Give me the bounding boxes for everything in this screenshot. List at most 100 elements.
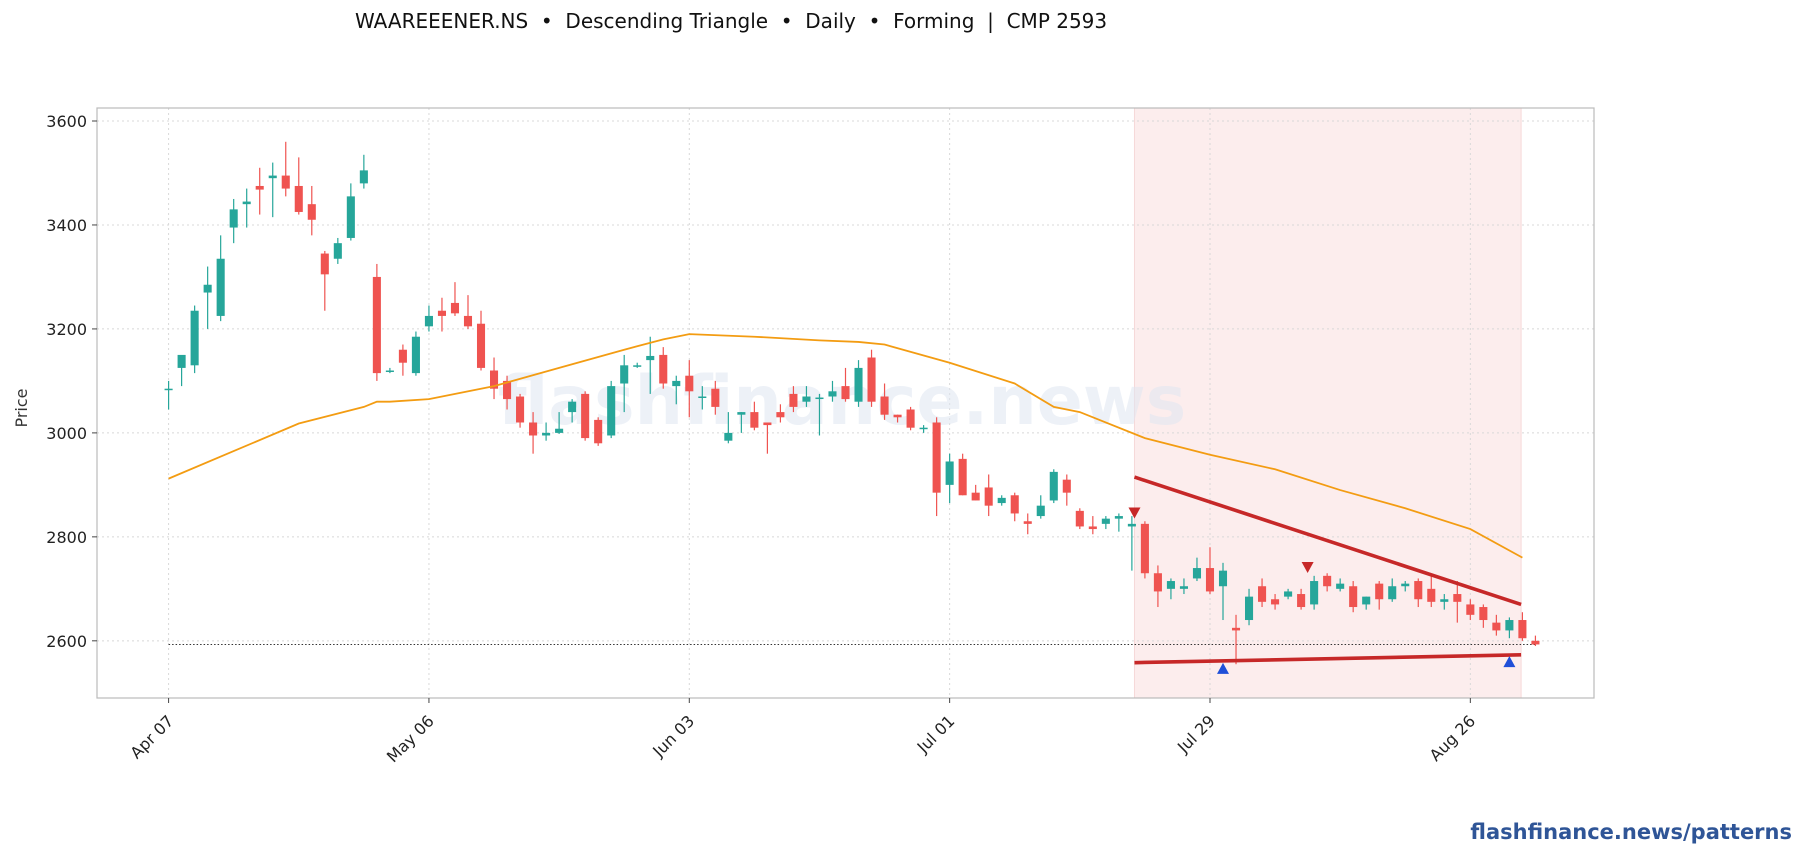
candle-body	[216, 258, 225, 316]
candle-body	[1401, 583, 1410, 587]
candle-body	[880, 396, 889, 415]
x-tick-label: Apr 07	[126, 711, 177, 762]
candle-body	[164, 388, 173, 391]
trendlines-layer	[1133, 475, 1522, 665]
candle-body	[1140, 523, 1149, 574]
footer-link[interactable]: flashfinance.news/patterns	[1470, 820, 1792, 844]
candle-body	[685, 375, 694, 392]
candles-layer	[164, 141, 1540, 665]
pattern-zone-layer	[1133, 107, 1522, 699]
chart-title: WAAREEENER.NS • Descending Triangle • Da…	[355, 9, 1108, 33]
candle-body	[333, 243, 342, 259]
candle-body	[411, 336, 420, 374]
candle-body	[1153, 573, 1162, 592]
candle-body	[919, 427, 928, 430]
candle-body	[1414, 581, 1423, 600]
candle-body	[1088, 526, 1097, 530]
candle-body	[854, 367, 863, 402]
candle-body	[503, 380, 512, 400]
candle-body	[307, 204, 316, 220]
candle-body	[398, 349, 407, 363]
moving-average-line	[168, 333, 1523, 559]
candle-body	[1388, 586, 1397, 600]
candle-body	[177, 354, 186, 368]
candle-body	[463, 315, 473, 327]
candle-body	[1375, 583, 1384, 600]
trough-marker	[1217, 662, 1230, 674]
candle-body	[568, 401, 577, 413]
markers-layer	[1128, 507, 1516, 674]
candle-body	[867, 357, 876, 402]
candle-body	[945, 461, 954, 485]
candle-body	[1362, 596, 1371, 605]
candle-body	[268, 175, 277, 179]
y-tick-label: 3600	[46, 112, 87, 131]
candle-body	[776, 412, 785, 418]
support-line	[1134, 653, 1522, 665]
candle-body	[1036, 505, 1045, 517]
candle-body	[581, 393, 590, 439]
candle-body	[594, 419, 603, 444]
x-tick-label: Jul 29	[1173, 711, 1219, 757]
candle-body	[750, 412, 759, 428]
candle-body	[1258, 586, 1267, 602]
plot-border	[96, 107, 1595, 699]
y-axis-label: Price	[12, 388, 31, 427]
candle-body	[711, 388, 720, 407]
candle-body	[906, 409, 915, 428]
y-tick-label: 3400	[46, 216, 87, 235]
candle-body	[294, 185, 303, 212]
candle-body	[802, 396, 811, 402]
candle-body	[633, 365, 642, 367]
candle-body	[1231, 627, 1241, 631]
candle-body	[190, 310, 199, 366]
candle-body	[1531, 640, 1540, 645]
candle-body	[281, 175, 290, 189]
candle-body	[1245, 596, 1254, 621]
candle-body	[555, 428, 564, 433]
candle-body	[320, 253, 329, 275]
candle-body	[828, 391, 837, 397]
candle-body	[203, 284, 212, 293]
candle-body	[1179, 586, 1188, 589]
candle-body	[1127, 523, 1136, 527]
trough-marker	[1503, 656, 1516, 668]
candle-body	[659, 354, 668, 384]
peak-marker	[1301, 562, 1314, 574]
x-tick-label: Jun 03	[648, 711, 698, 761]
candle-body	[1505, 620, 1514, 631]
y-tick-label: 2800	[46, 528, 87, 547]
plot-frame	[96, 107, 1595, 699]
candle-body	[1453, 594, 1462, 602]
y-tick-label: 3000	[46, 424, 87, 443]
candle-body	[1310, 581, 1319, 605]
candle-body	[372, 276, 381, 374]
candle-body	[984, 487, 993, 506]
candle-body	[789, 393, 798, 407]
candle-body	[242, 201, 251, 205]
candle-body	[255, 185, 264, 190]
candle-body	[997, 497, 1006, 504]
moving-average-layer	[168, 333, 1523, 559]
y-tick-label: 3200	[46, 320, 87, 339]
candle-body	[1192, 568, 1202, 579]
candle-body	[646, 355, 655, 361]
candle-body	[542, 432, 551, 436]
candle-body	[385, 370, 394, 373]
candle-body	[1297, 594, 1306, 608]
x-tick-label: Jul 01	[913, 711, 959, 757]
candle-body	[1049, 471, 1058, 501]
candle-body	[437, 310, 446, 316]
candle-body	[841, 386, 850, 400]
candle-body	[1271, 599, 1280, 605]
peak-marker	[1128, 507, 1141, 519]
candle-body	[1114, 516, 1123, 519]
candle-body	[1492, 622, 1501, 631]
candle-body	[1518, 620, 1527, 639]
x-tick-label: Aug 26	[1426, 711, 1480, 765]
candle-body	[958, 458, 967, 496]
candle-body	[489, 370, 499, 389]
candle-body	[450, 302, 460, 314]
candle-body	[815, 397, 824, 400]
candle-body	[1479, 607, 1488, 621]
